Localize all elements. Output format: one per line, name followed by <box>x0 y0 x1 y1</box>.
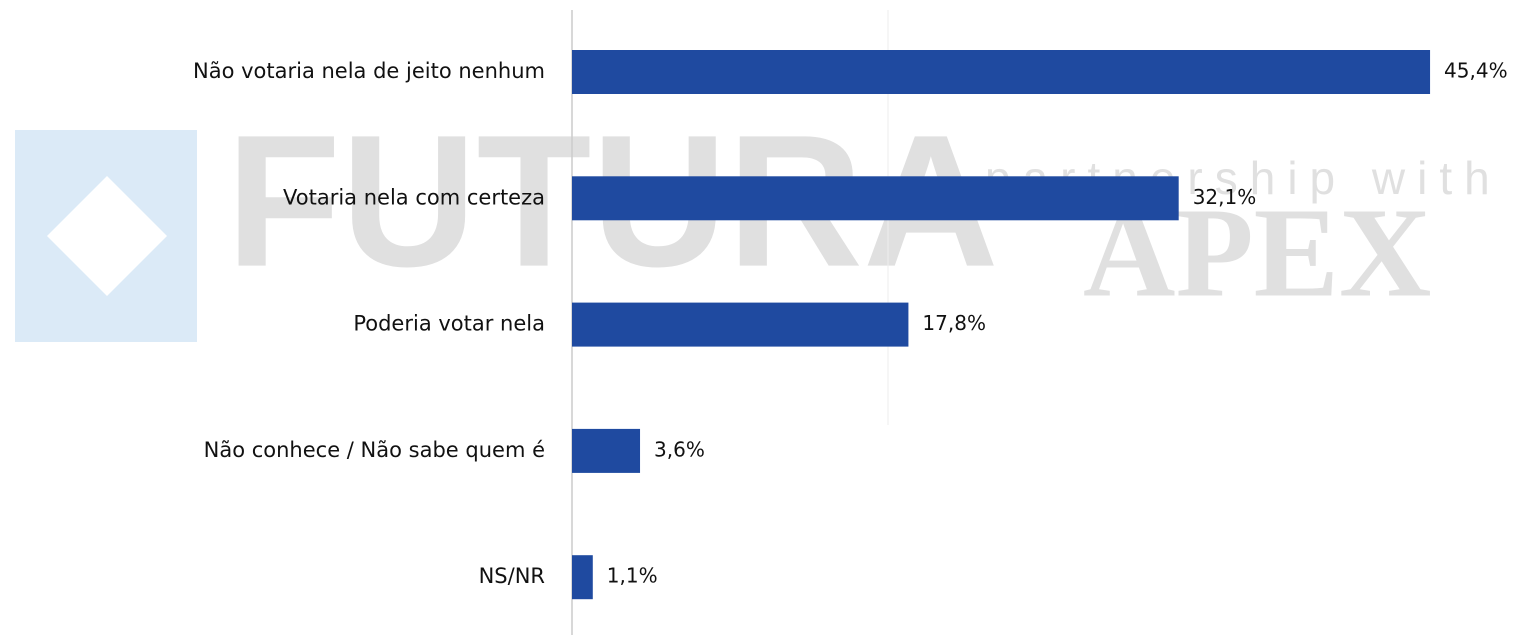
category-label: Não votaria nela de jeito nenhum <box>193 59 545 83</box>
bar <box>572 50 1431 94</box>
bar <box>572 176 1179 221</box>
value-label: 3,6% <box>654 437 705 461</box>
value-label: 45,4% <box>1444 59 1508 83</box>
category-label: Votaria nela com certeza <box>283 185 545 209</box>
category-label: NS/NR <box>479 564 545 588</box>
category-label: Não conhece / Não sabe quem é <box>204 438 545 462</box>
category-label: Poderia votar nela <box>353 312 545 336</box>
value-label: 1,1% <box>607 564 658 588</box>
bar <box>572 428 641 473</box>
bar <box>572 555 593 600</box>
bar <box>572 302 909 347</box>
watermark-diamond <box>47 176 167 296</box>
value-label: 32,1% <box>1193 185 1257 209</box>
value-label: 17,8% <box>922 311 986 335</box>
